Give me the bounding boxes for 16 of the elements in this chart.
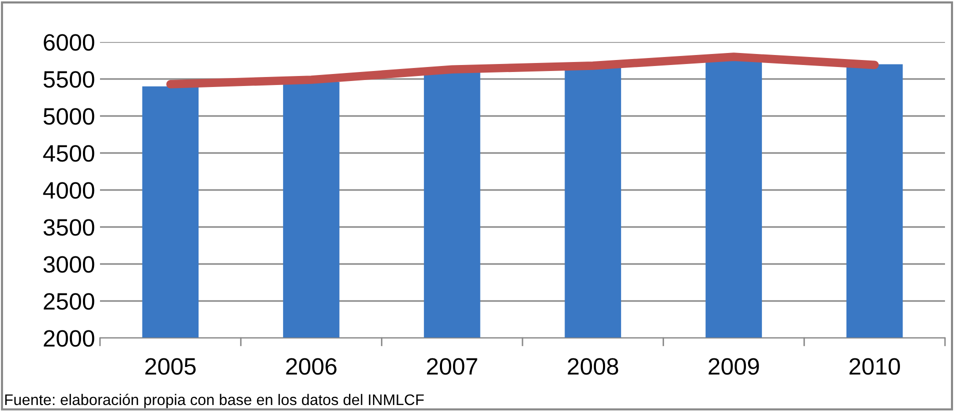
y-tick-label: 4500 [43,145,94,162]
y-tick-label: 2500 [44,293,94,310]
x-tick-label: 2006 [286,358,336,375]
y-tick-label: 3000 [44,256,94,273]
x-tick-label: 2007 [427,358,478,375]
x-tick-label: 2005 [145,358,196,375]
y-tick-label: 5000 [44,108,94,125]
y-tick-label: 5500 [44,71,94,88]
y-tick-label: 3500 [44,219,94,236]
y-tick-label: 4000 [43,182,94,199]
y-tick-label: 6000 [44,34,94,51]
source-note: Fuente: elaboración propia con base en los datos del INMLCF [5,394,424,408]
x-tick-label: 2008 [568,358,618,375]
y-tick-label: 2000 [44,330,94,347]
x-tick-label: 2009 [708,358,759,375]
x-tick-label: 2010 [850,358,900,375]
